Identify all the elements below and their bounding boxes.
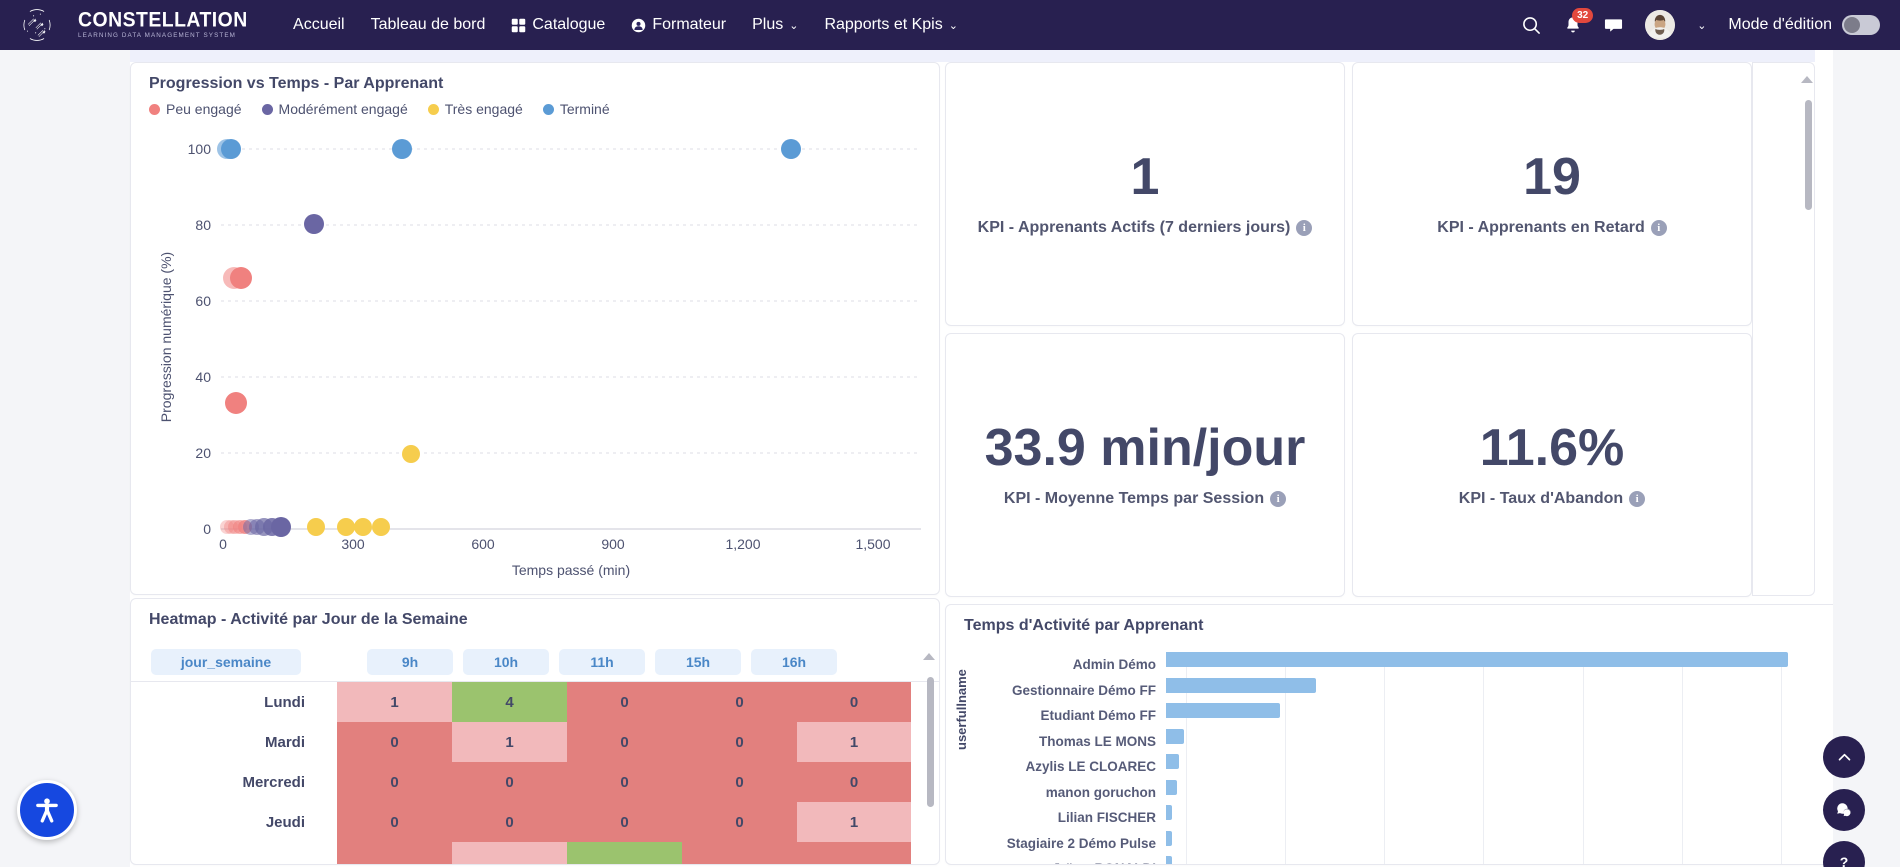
svg-text:Temps passé (min): Temps passé (min) xyxy=(512,562,630,578)
svg-text:900: 900 xyxy=(601,536,625,552)
svg-text:60: 60 xyxy=(195,293,211,309)
svg-text:1,200: 1,200 xyxy=(725,536,760,552)
svg-text:600: 600 xyxy=(471,536,495,552)
svg-text:80: 80 xyxy=(195,217,211,233)
svg-text:0: 0 xyxy=(203,521,211,537)
svg-text:Progression numérique (%): Progression numérique (%) xyxy=(158,252,174,422)
svg-text:100: 100 xyxy=(188,141,212,157)
svg-text:1,500: 1,500 xyxy=(855,536,890,552)
svg-text:20: 20 xyxy=(195,445,211,461)
svg-text:0: 0 xyxy=(219,536,227,552)
svg-text:40: 40 xyxy=(195,369,211,385)
svg-text:300: 300 xyxy=(341,536,365,552)
